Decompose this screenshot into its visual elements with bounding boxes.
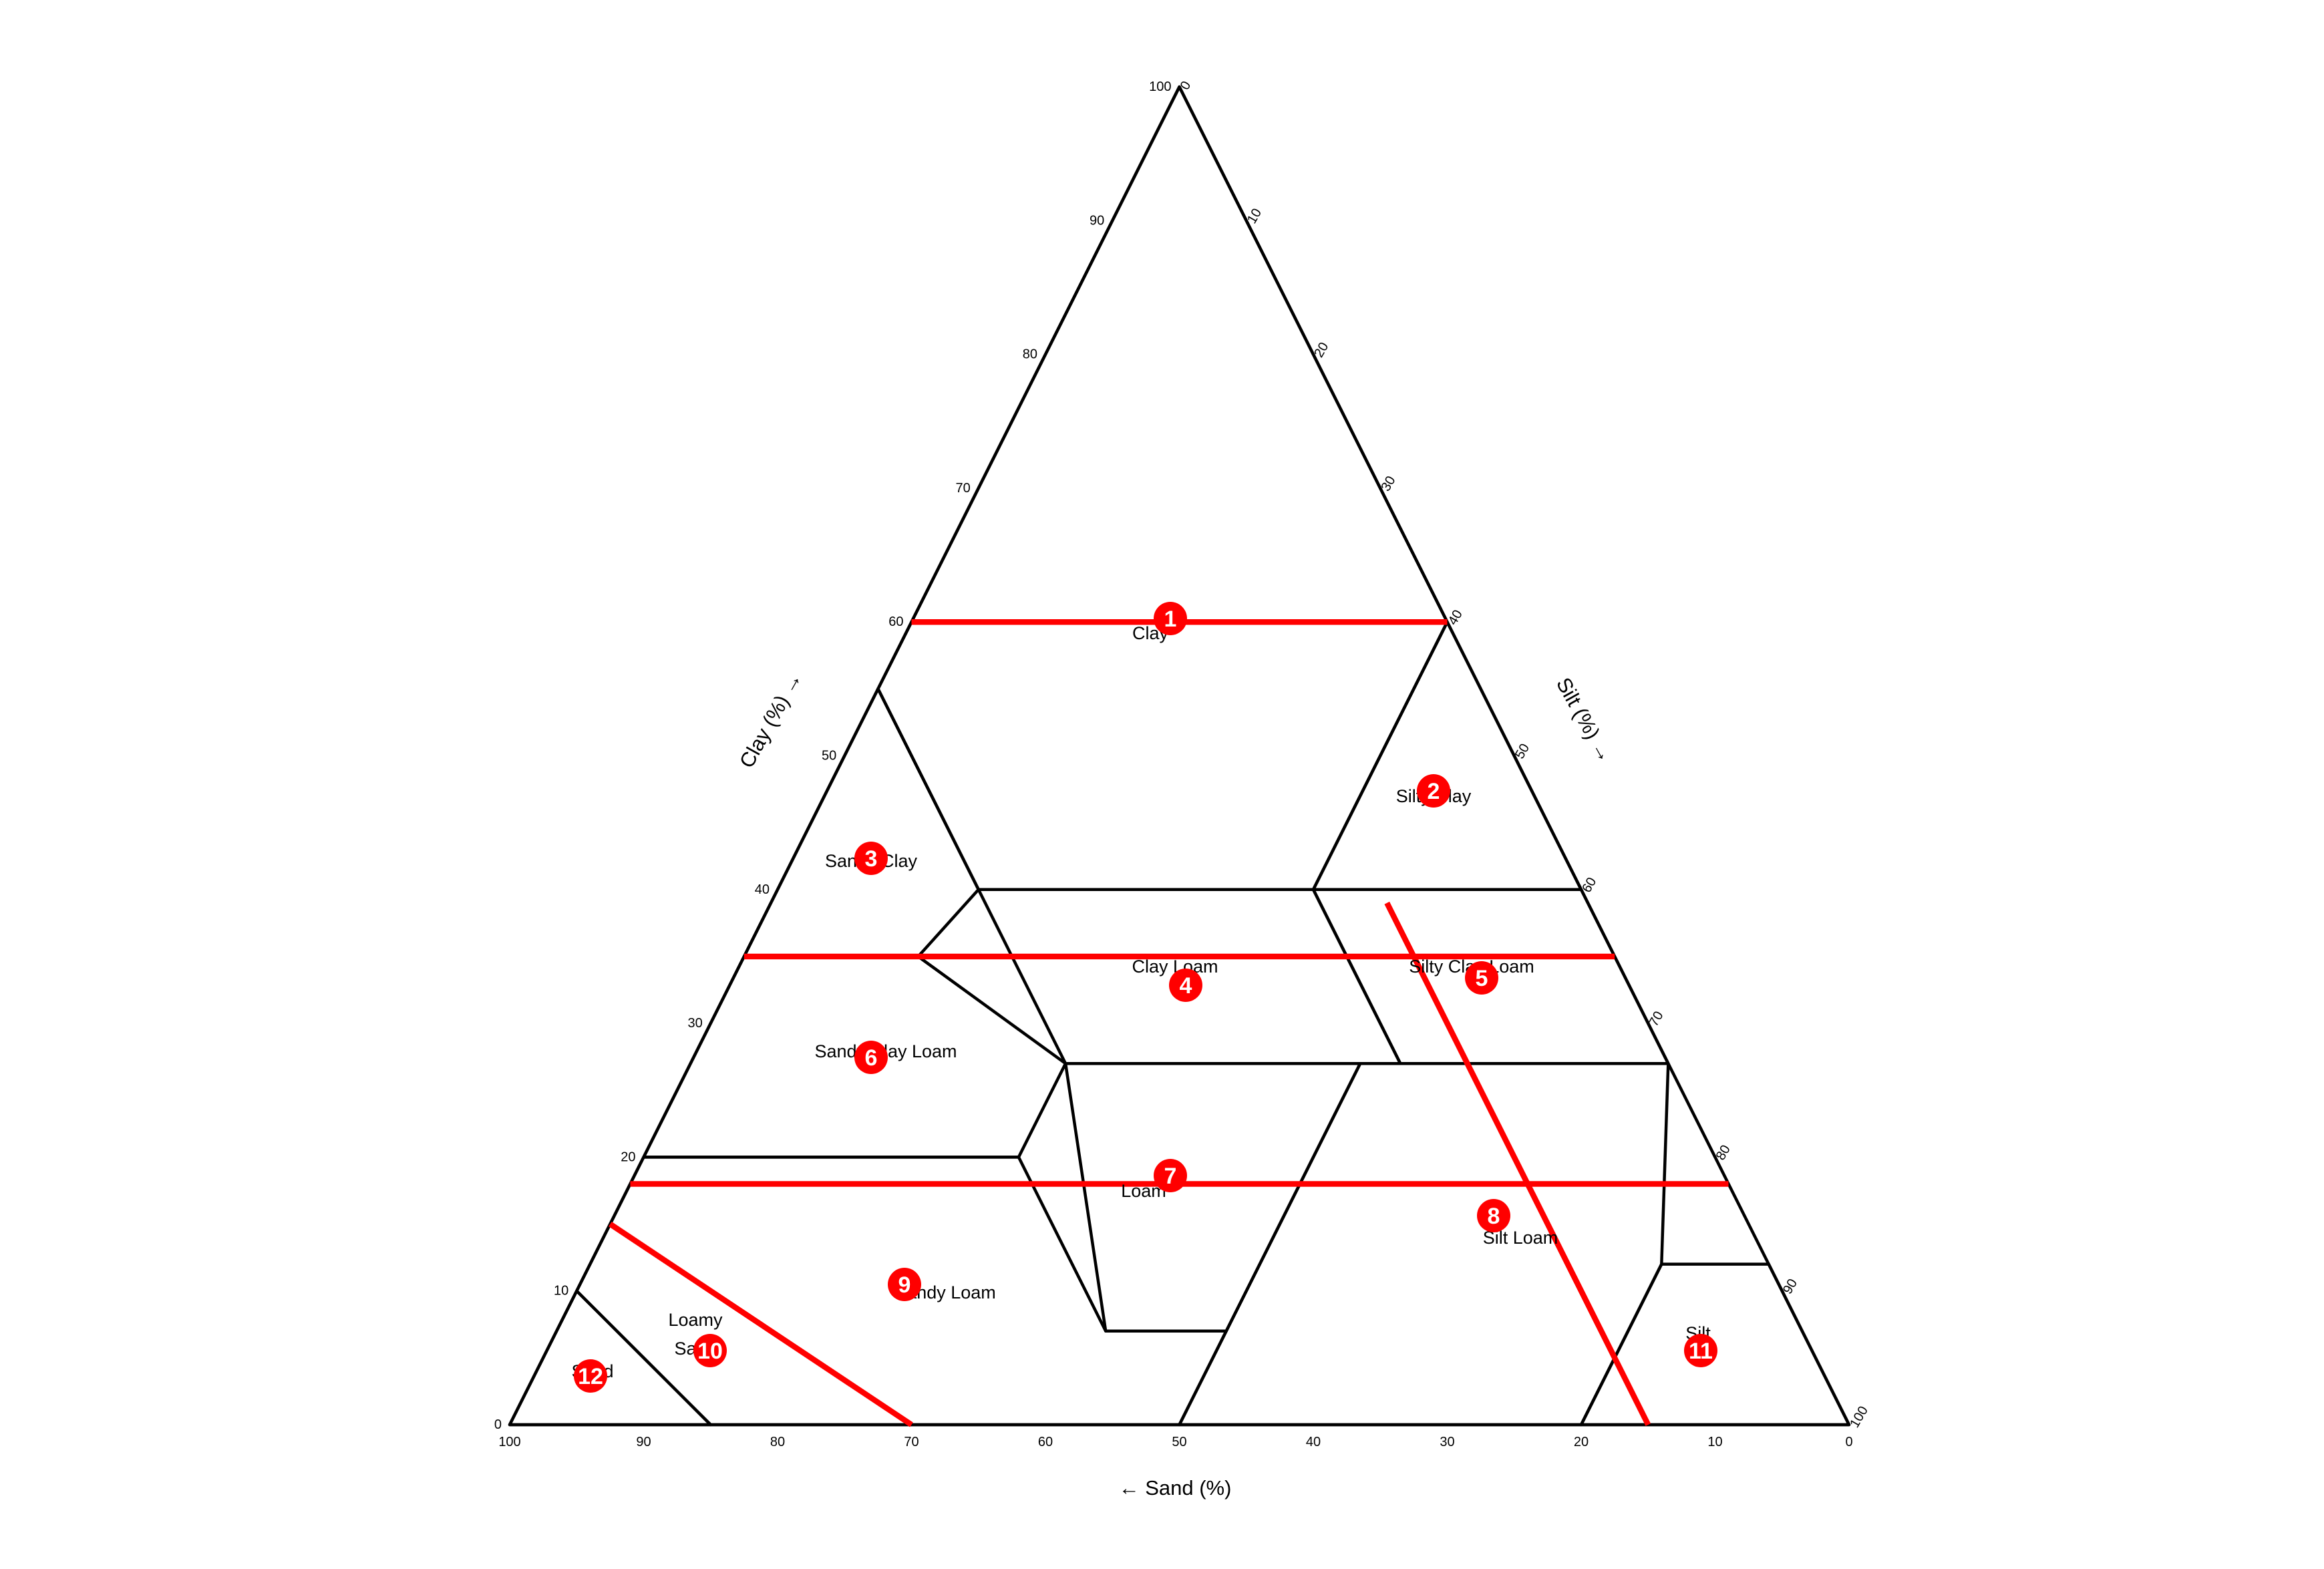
marker-number: 5	[1476, 966, 1488, 991]
sand-tick-label: 80	[770, 1435, 785, 1449]
marker-11: 11	[1684, 1334, 1717, 1367]
marker-4: 4	[1169, 969, 1202, 1002]
marker-circle	[854, 1041, 888, 1074]
sand-tick-label: 40	[1306, 1435, 1321, 1449]
silt-region	[1579, 1262, 1851, 1427]
marker-number: 3	[865, 846, 878, 872]
sandy-loam-region	[609, 1156, 1228, 1427]
sand-tick-label: 10	[1707, 1435, 1722, 1449]
marker-10: 10	[693, 1334, 727, 1367]
silt-axis-title: Silt (%) →	[1552, 673, 1618, 766]
marker-circle	[1477, 1199, 1510, 1232]
outer-triangle	[508, 85, 1851, 1427]
marker-8: 8	[1477, 1199, 1510, 1232]
marker-number: 8	[1488, 1204, 1500, 1229]
red-line-4	[1384, 901, 1651, 1426]
sand-tick-label: 90	[636, 1435, 651, 1449]
marker-number: 12	[578, 1364, 603, 1389]
marker-2: 2	[1417, 774, 1450, 808]
sandy-clay-region	[742, 687, 981, 958]
sand-tick-label: 70	[904, 1435, 919, 1449]
marker-3: 3	[854, 842, 888, 875]
red-line-5	[609, 1222, 913, 1427]
clay-tick-label: 90	[1090, 213, 1104, 228]
sand-axis-title: ← Sand (%)	[1119, 1476, 1232, 1500]
marker-circle	[1417, 774, 1450, 808]
clay-tick-label: 80	[1023, 347, 1037, 362]
marker-number: 4	[1180, 973, 1192, 999]
sand-tick-label: 0	[1845, 1435, 1852, 1449]
marker-number: 7	[1164, 1164, 1177, 1189]
sand-tick-label: 30	[1440, 1435, 1454, 1449]
clay-tick-label: 10	[554, 1284, 568, 1298]
marker-12: 12	[574, 1359, 607, 1393]
marker-circle	[854, 842, 888, 875]
clay-tick-label: 60	[888, 615, 903, 629]
silt-loam-region	[1178, 1061, 1670, 1427]
sand-tick-label: 50	[1172, 1435, 1186, 1449]
marker-number: 6	[865, 1045, 878, 1071]
marker-circle	[574, 1359, 607, 1393]
marker-circle	[1154, 602, 1187, 635]
marker-circle	[1465, 961, 1498, 995]
marker-circle	[693, 1334, 727, 1367]
clay-tick-label: 70	[956, 481, 971, 496]
clay-tick-label: 20	[621, 1150, 635, 1164]
marker-5: 5	[1465, 961, 1498, 995]
marker-number: 2	[1428, 779, 1440, 804]
marker-number: 11	[1689, 1339, 1713, 1364]
clay-tick-label: 40	[755, 882, 770, 897]
marker-circle	[1684, 1334, 1717, 1367]
clay-tick-label: 0	[494, 1417, 502, 1432]
marker-7: 7	[1154, 1159, 1187, 1192]
clay-tick-label: 50	[822, 749, 836, 763]
loam-region	[1063, 1061, 1362, 1333]
silty-clay-region	[1311, 620, 1583, 892]
marker-number: 10	[697, 1339, 723, 1364]
marker-number: 9	[898, 1272, 911, 1298]
region-boundaries	[508, 85, 1851, 1427]
marker-number: 1	[1164, 606, 1177, 632]
marker-9: 9	[888, 1268, 921, 1301]
sand-tick-label: 20	[1574, 1435, 1589, 1449]
marker-6: 6	[854, 1041, 888, 1074]
clay-axis-title: Clay (%) →	[735, 668, 807, 771]
red-lines	[609, 619, 1729, 1427]
sand-region	[508, 1289, 713, 1427]
marker-1: 1	[1154, 602, 1187, 635]
silt-tick-label: 100	[1847, 1404, 1871, 1431]
marker-circle	[1154, 1159, 1187, 1192]
sand-tick-label: 100	[498, 1435, 520, 1449]
marker-circle	[888, 1268, 921, 1301]
marker-circle	[1169, 969, 1202, 1002]
clay-tick-label: 100	[1149, 79, 1171, 94]
sand-tick-label: 60	[1038, 1435, 1053, 1449]
clay-tick-label: 30	[688, 1016, 703, 1031]
